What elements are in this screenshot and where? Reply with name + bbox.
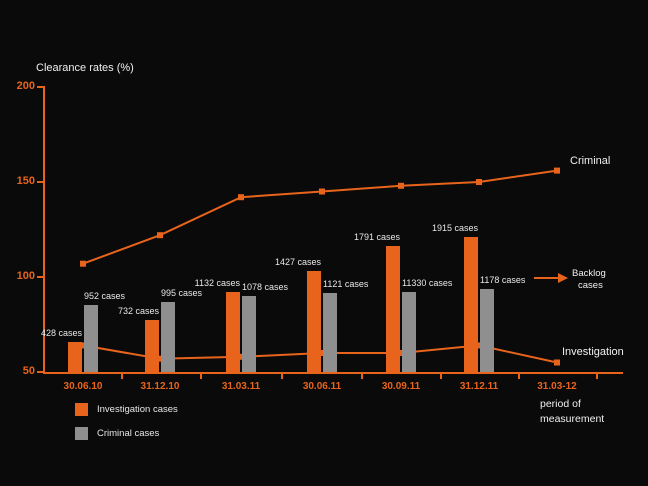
y-axis-title: Clearance rates (%)	[36, 62, 134, 74]
y-tick-label: 100	[16, 270, 35, 282]
x-tick-mark	[518, 374, 520, 379]
criminal-bar	[323, 293, 337, 372]
investigation-line-marker	[80, 342, 86, 349]
x-tick-mark	[281, 374, 283, 379]
backlog-arrow-icon	[534, 273, 568, 283]
investigation-bar	[464, 237, 478, 372]
criminal-line-marker	[80, 260, 86, 267]
x-axis-title-line1: period of	[540, 398, 581, 410]
investigation-bar	[68, 342, 82, 372]
y-axis-line	[43, 86, 45, 374]
criminal-bar	[480, 289, 494, 372]
investigation-bar-label: 732 cases	[117, 306, 159, 316]
legend-label-criminal: Criminal cases	[97, 428, 160, 439]
y-tick-mark	[37, 371, 44, 373]
x-tick-mark	[440, 374, 442, 379]
legend-item-criminal: Criminal cases	[75, 427, 159, 440]
x-tick-mark	[200, 374, 202, 379]
investigation-line-marker	[476, 342, 482, 349]
y-tick-mark	[37, 276, 44, 278]
criminal-bar-label: 1078 cases	[242, 282, 289, 292]
investigation-line-label: Investigation	[562, 346, 624, 358]
x-tick-label: 30.06.10	[63, 381, 103, 392]
criminal-line-marker	[554, 167, 560, 174]
criminal-bar	[402, 292, 416, 372]
legend-label-investigation: Investigation cases	[97, 404, 178, 415]
criminal-bar-label: 1178 cases	[480, 275, 526, 285]
criminal-line-marker	[398, 182, 404, 189]
investigation-bar-label: 428 cases	[40, 328, 82, 338]
criminal-bar-label: 995 cases	[161, 288, 203, 298]
x-tick-label: 31.12.11	[459, 381, 499, 392]
investigation-bar	[226, 292, 240, 372]
investigation-swatch-icon	[75, 403, 88, 416]
y-tick-mark	[37, 181, 44, 183]
investigation-bar	[145, 320, 159, 372]
legend-item-investigation: Investigation cases	[75, 403, 178, 416]
investigation-line-marker	[157, 355, 163, 362]
y-tick-label: 50	[22, 365, 35, 377]
y-tick-mark	[37, 86, 44, 88]
y-tick-label: 150	[16, 175, 35, 187]
criminal-bar	[161, 302, 175, 372]
criminal-line-marker	[238, 194, 244, 201]
investigation-bar	[386, 246, 400, 372]
investigation-bar-label: 1132 cases	[194, 278, 240, 288]
x-tick-mark	[361, 374, 363, 379]
x-tick-label: 31.03-12	[537, 381, 577, 392]
criminal-swatch-icon	[75, 427, 88, 440]
investigation-line-marker	[238, 353, 244, 360]
backlog-label-line2: cases	[578, 280, 603, 291]
backlog-label-line1: Backlog	[572, 268, 606, 279]
criminal-bar-label: 1121 cases	[323, 279, 369, 289]
x-tick-label: 31.12.10	[140, 381, 180, 392]
investigation-bar-label: 1915 cases	[431, 223, 478, 233]
investigation-bar-label: 1427 cases	[274, 257, 321, 267]
criminal-bar-label: 11330 cases	[402, 278, 453, 288]
x-tick-label: 30.06.11	[302, 381, 342, 392]
criminal-bar-label: 952 cases	[84, 291, 126, 301]
criminal-bar	[242, 296, 256, 372]
x-axis-title-line2: measurement	[540, 413, 605, 425]
investigation-line-marker	[554, 359, 560, 366]
x-axis-line	[43, 372, 623, 374]
x-tick-mark	[596, 374, 598, 379]
x-tick-label: 30.09.11	[381, 381, 421, 392]
investigation-bar-label: 1791 cases	[353, 232, 400, 242]
y-tick-label: 200	[16, 80, 35, 92]
criminal-line-marker	[476, 179, 482, 185]
x-tick-label: 31.03.11	[221, 381, 261, 392]
criminal-line-marker	[157, 232, 163, 239]
criminal-bar	[84, 305, 98, 372]
x-tick-mark	[121, 374, 123, 379]
criminal-line-label: Criminal	[570, 155, 611, 167]
investigation-line-marker	[398, 350, 404, 356]
investigation-line-marker	[319, 350, 325, 356]
criminal-line-marker	[319, 188, 325, 195]
investigation-bar	[307, 271, 321, 372]
